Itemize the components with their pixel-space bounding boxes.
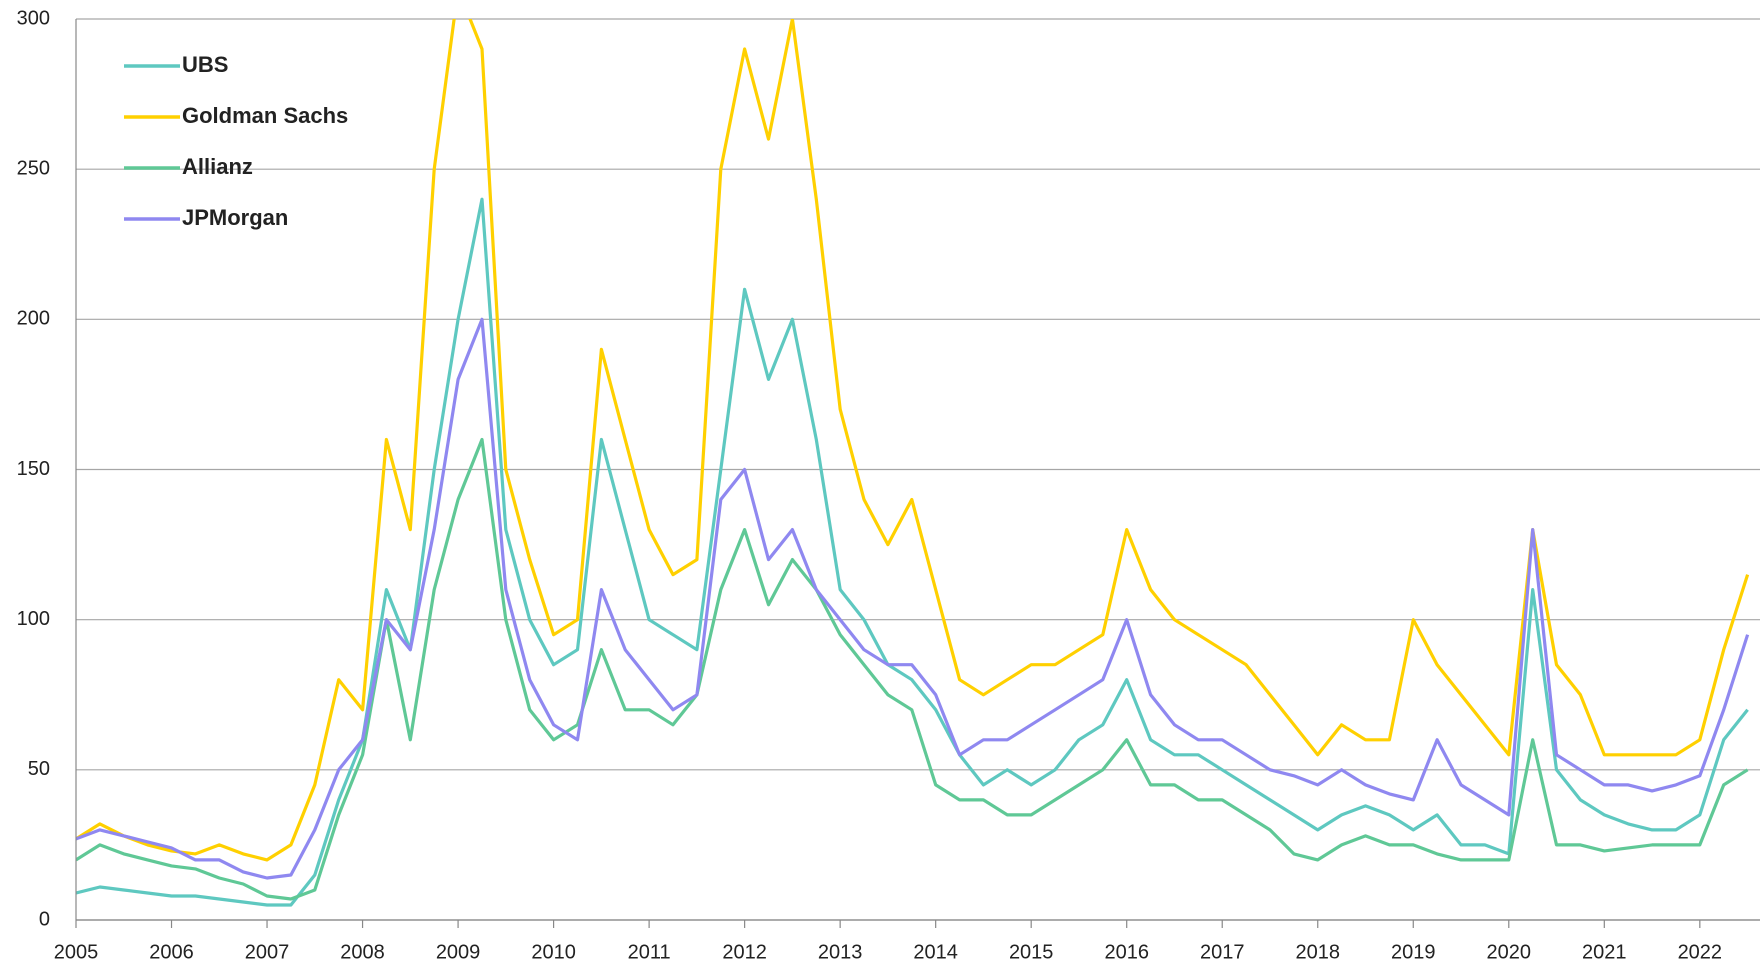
x-tick-label: 2011 [628,941,671,963]
x-tick-label: 2008 [340,941,385,963]
x-tick-label: 2020 [1487,941,1532,963]
x-tick-label: 2015 [1009,941,1054,963]
grid [76,18,1760,921]
legend-label: JPMorgan [182,205,288,230]
x-tick-label: 2016 [1104,941,1149,963]
x-tick-label: 2014 [913,941,958,963]
y-tick-label: 0 [39,908,50,930]
x-tick-label: 2013 [818,941,863,963]
legend: UBS Goldman Sachs Allianz JPMorgan [124,52,348,230]
y-tick-label: 150 [17,458,50,480]
x-tick-label: 2022 [1678,941,1723,963]
y-tick-label: 300 [17,7,50,29]
y-tick-label: 200 [17,308,50,330]
legend-label: Allianz [182,154,253,179]
x-tick-label: 2007 [245,941,290,963]
y-tick-label: 50 [28,758,50,780]
legend-label: UBS [182,52,228,77]
x-tick-label: 2005 [54,941,99,963]
y-tick-label: 250 [17,157,50,179]
y-tick-label: 100 [17,608,50,630]
series-line [76,317,1750,880]
axes: 0 50 100 150 200 250 300 2005 2006 2007 2008 2009 20… [17,7,1760,963]
x-tick-label: 2019 [1391,941,1436,963]
x-tick-label: 2018 [1295,941,1340,963]
x-tick-label: 2006 [149,941,194,963]
series-line [76,197,1749,907]
legend-label: Goldman Sachs [182,103,348,128]
x-tick-label: 2021 [1582,941,1627,963]
series-line [76,19,1750,862]
x-tick-label: 2009 [436,941,481,963]
series-line [76,437,1749,901]
x-tick-label: 2012 [722,941,767,963]
plot-area [76,19,1750,907]
x-tick-label: 2010 [531,941,576,963]
x-tick-label: 2017 [1200,941,1245,963]
